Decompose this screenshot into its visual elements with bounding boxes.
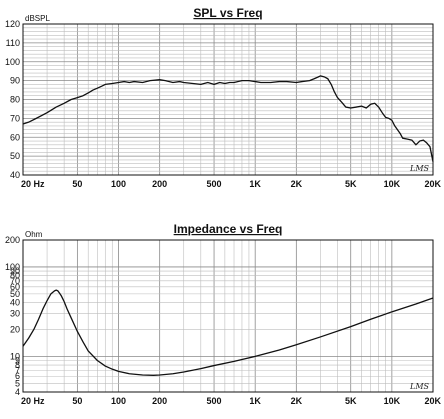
impedance-xtick-label: 100 <box>111 396 126 406</box>
impedance-ytick-label: 100 <box>5 262 20 272</box>
impedance-ytick-label: 7 <box>15 365 20 375</box>
spl-chart: SPL vs Freq dBSPL 120110100908070605040 … <box>5 6 442 189</box>
spl-unit-label: dBSPL <box>25 14 50 23</box>
impedance-xtick-label: 20K <box>424 396 441 406</box>
impedance-ytick-label: 60 <box>10 282 20 292</box>
spl-watermark: LMS <box>409 164 430 173</box>
spl-xtick-label: 10K <box>384 179 401 189</box>
spl-xtick-label: 50 <box>72 179 82 189</box>
spl-plot-frame <box>22 23 434 176</box>
impedance-ytick-label: 5 <box>15 378 20 388</box>
impedance-ytick-label: 90 <box>10 266 20 276</box>
impedance-ytick-label: 30 <box>10 309 20 319</box>
impedance-xtick-label: 2K <box>291 396 303 406</box>
spl-xtick-label: 200 <box>152 179 167 189</box>
impedance-xtick-label: 200 <box>152 396 167 406</box>
impedance-xtick-label: 10K <box>384 396 401 406</box>
spl-ytick-label: 50 <box>10 151 20 161</box>
impedance-ytick-label: 6 <box>15 371 20 381</box>
spl-ytick-label: 60 <box>10 132 20 142</box>
spl-xtick-label: 100 <box>111 179 126 189</box>
spl-xtick-label: 20K <box>424 179 441 189</box>
impedance-ytick-label: 200 <box>5 235 20 245</box>
impedance-chart: Impedance vs Freq Ohm 200100908070605040… <box>5 222 442 406</box>
spl-ytick-label: 110 <box>6 38 20 48</box>
spl-xtick-label: 500 <box>207 179 222 189</box>
spl-ytick-label: 100 <box>5 57 20 67</box>
spl-xtick-label: 5K <box>345 179 357 189</box>
impedance-xtick-label: 500 <box>207 396 222 406</box>
spl-ytick-label: 80 <box>10 95 20 105</box>
impedance-curve <box>22 289 434 376</box>
impedance-unit-label: Ohm <box>25 230 43 239</box>
spl-ytick-label: 90 <box>10 76 20 86</box>
spl-xtick-label: 1K <box>249 179 261 189</box>
impedance-ytick-label: 8 <box>15 360 20 370</box>
impedance-ytick-label: 10 <box>10 351 20 361</box>
impedance-ytick-label: 80 <box>10 271 20 281</box>
impedance-ytick-label: 9 <box>15 355 20 365</box>
impedance-xtick-label: 20 Hz <box>21 396 45 406</box>
impedance-ytick-label: 70 <box>10 276 20 286</box>
impedance-chart-title: Impedance vs Freq <box>174 222 283 236</box>
spl-chart-title: SPL vs Freq <box>193 6 262 20</box>
spl-ytick-label: 120 <box>5 19 20 29</box>
spl-ytick-label: 70 <box>10 113 20 123</box>
impedance-ytick-label: 40 <box>10 298 20 308</box>
impedance-watermark: LMS <box>409 382 430 391</box>
impedance-xtick-label: 50 <box>72 396 82 406</box>
spl-xtick-label: 2K <box>291 179 303 189</box>
impedance-ytick-label: 50 <box>10 289 20 299</box>
impedance-ytick-label: 20 <box>10 324 20 334</box>
impedance-ytick-label: 4 <box>15 387 20 397</box>
impedance-xtick-label: 5K <box>345 396 357 406</box>
spl-curve <box>22 75 434 162</box>
spl-ytick-label: 40 <box>10 170 20 180</box>
spl-xtick-label: 20 Hz <box>21 179 45 189</box>
impedance-xtick-label: 1K <box>249 396 261 406</box>
impedance-plot-frame <box>22 239 434 393</box>
